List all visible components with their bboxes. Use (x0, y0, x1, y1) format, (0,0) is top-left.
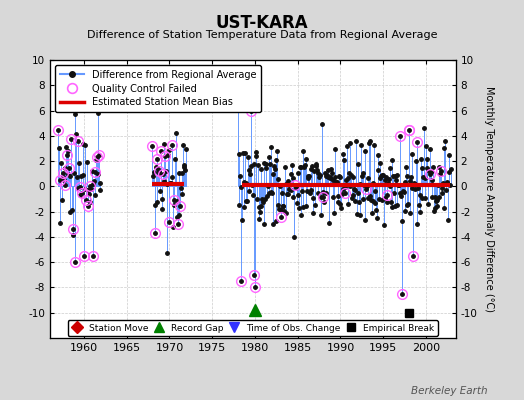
Text: UST-KARA: UST-KARA (216, 14, 308, 32)
Text: Berkeley Earth: Berkeley Earth (411, 386, 487, 396)
Y-axis label: Monthly Temperature Anomaly Difference (°C): Monthly Temperature Anomaly Difference (… (484, 86, 494, 312)
Text: Difference of Station Temperature Data from Regional Average: Difference of Station Temperature Data f… (87, 30, 437, 40)
Legend: Station Move, Record Gap, Time of Obs. Change, Empirical Break: Station Move, Record Gap, Time of Obs. C… (68, 320, 438, 336)
